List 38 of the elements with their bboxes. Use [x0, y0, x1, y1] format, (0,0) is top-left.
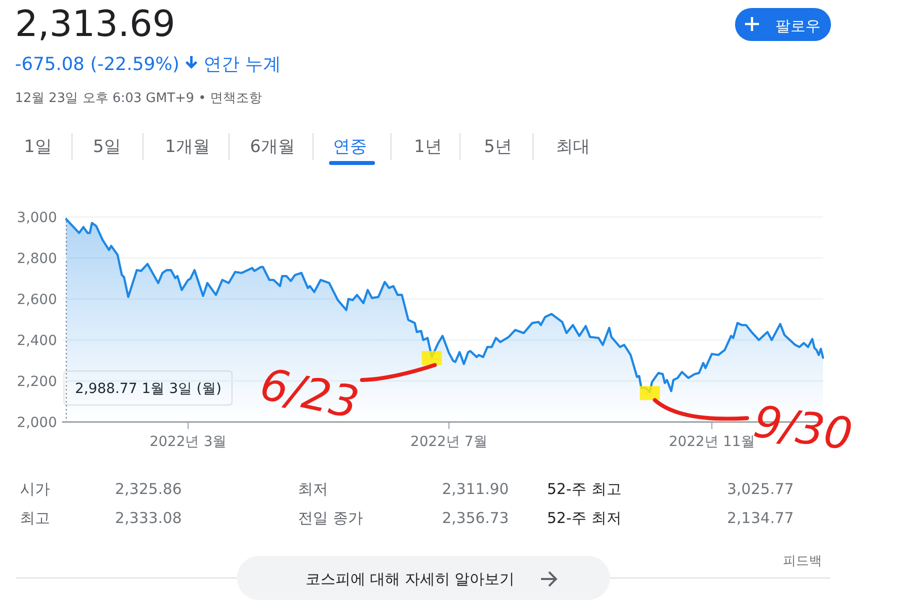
text: 1일 — [24, 137, 52, 157]
text: 최대 — [556, 137, 590, 157]
text: 12월 23일 오후 6:03 GMT+9 • 면책조항 — [15, 91, 262, 106]
x-tick-label: 2022년 7월 — [410, 434, 488, 450]
text: 피드백 — [783, 554, 822, 569]
y-tick-label: 2,000 — [16, 415, 57, 431]
y-tick-label: 2,600 — [16, 292, 57, 308]
text: 연간 누계 — [203, 54, 282, 75]
y-tick-label: 2,400 — [16, 333, 57, 349]
text: 2,311.90 — [442, 480, 509, 498]
y-tick-label: 2,800 — [16, 251, 57, 267]
text: 52-주 최고 — [547, 480, 622, 498]
y-tick-label: 3,000 — [16, 210, 57, 226]
text: 시가 — [20, 480, 50, 498]
text: 2,333.08 — [115, 509, 182, 527]
y-tick-label: 2,200 — [16, 374, 57, 390]
text: 2,356.73 — [442, 509, 509, 527]
text: 3,025.77 — [727, 480, 794, 498]
text: 5일 — [93, 137, 121, 157]
chart-subtitle: -675.08 (-22.59%) — [15, 54, 180, 75]
annotation: 2,988.77 1월 3일 (월) — [75, 381, 222, 397]
chart-title: 2,313.69 — [15, 4, 176, 45]
x-tick-label: 2022년 3월 — [150, 434, 227, 450]
text: 코스피에 대해 자세히 알아보기 — [305, 570, 515, 588]
text: 2,325.86 — [115, 480, 182, 498]
x-tick-label: 2022년 11월 — [668, 434, 755, 450]
text: 6개월 — [250, 137, 295, 157]
text: 5년 — [484, 137, 512, 157]
text: 2,134.77 — [727, 509, 794, 527]
text: 연중 — [333, 137, 367, 157]
annotation: 6/23 — [256, 358, 363, 430]
text: 최저 — [298, 480, 328, 498]
text: 팔로우 — [776, 17, 820, 35]
text: 1개월 — [165, 137, 210, 157]
text: 최고 — [20, 509, 50, 527]
text: 1년 — [414, 137, 442, 157]
text: 52-주 최저 — [547, 509, 622, 527]
text: 전일 종가 — [298, 509, 363, 527]
